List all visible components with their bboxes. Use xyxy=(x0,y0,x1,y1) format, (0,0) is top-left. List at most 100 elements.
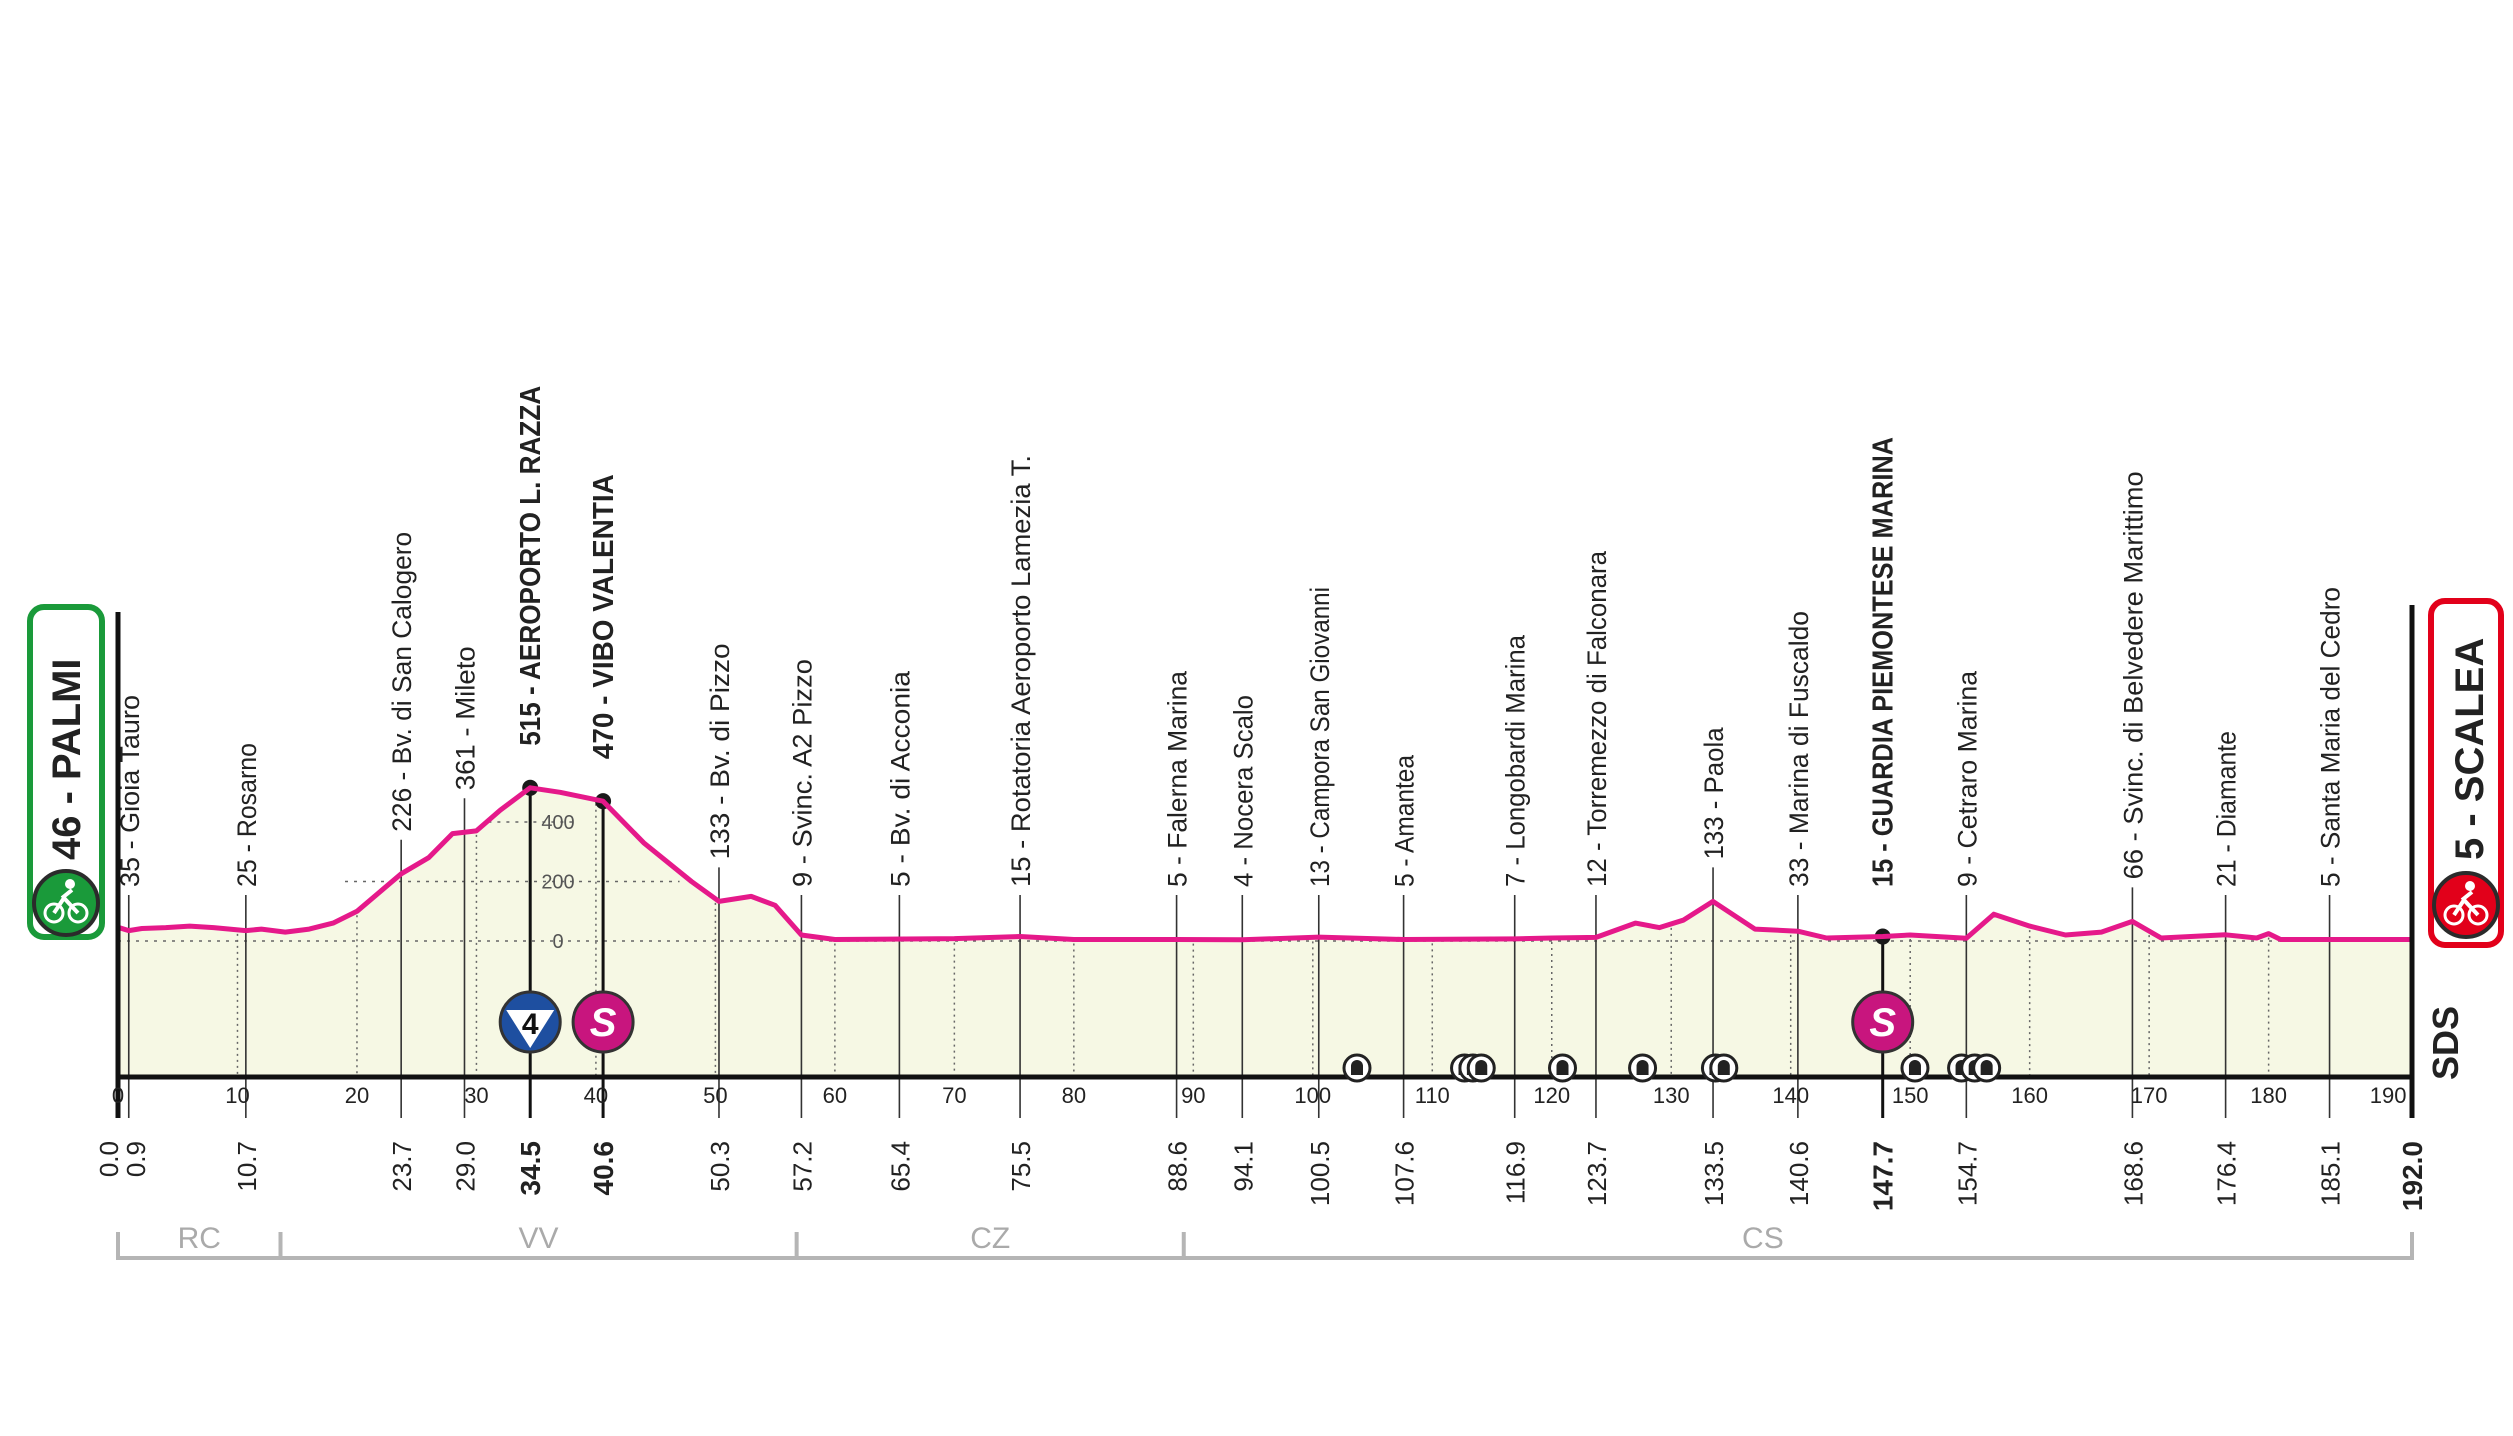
place-label: 33 - Marina di Fuscaldo xyxy=(1784,611,1814,887)
x-tick-label: 80 xyxy=(1062,1083,1086,1108)
place-label: 5 - Santa Maria del Cedro xyxy=(2316,587,2346,887)
elevation-tick-label: 400 xyxy=(541,812,574,834)
sprint-icon-label: S xyxy=(590,1001,617,1045)
x-tick-label: 30 xyxy=(464,1083,488,1108)
place-label: 15 - Rotatoria Aeroporto Lamezia T. xyxy=(1006,455,1036,887)
place-label: 4 - Nocera Scalo xyxy=(1228,695,1258,887)
climb-triangle-icon xyxy=(506,1010,555,1048)
tunnel-icon xyxy=(1628,1053,1658,1083)
place-label: 66 - Svinc. di Belvedere Marittimo xyxy=(2118,471,2148,879)
place-label: 25 - Rosarno xyxy=(232,743,262,887)
km-label: 123.7 xyxy=(1582,1141,1612,1206)
km-label: 100.5 xyxy=(1305,1141,1335,1206)
place-label: 5 - Falerna Marina xyxy=(1163,670,1193,887)
x-tick-label: 110 xyxy=(1415,1083,1450,1108)
place-label: 12 - Torremezzo di Falconara xyxy=(1582,550,1612,887)
province-label: RC xyxy=(178,1222,221,1255)
sprint-icon xyxy=(571,990,635,1054)
x-tick-label: 120 xyxy=(1533,1083,1570,1108)
start-label: 46 - PALMI xyxy=(45,658,89,860)
x-tick-label: 150 xyxy=(1892,1083,1929,1108)
km-label: 0.9 xyxy=(121,1141,151,1177)
x-tick-label: 60 xyxy=(823,1083,847,1108)
x-tick-label: 40 xyxy=(584,1083,608,1108)
km-label: 94.1 xyxy=(1228,1141,1258,1192)
km-label: 34.5 xyxy=(515,1141,546,1196)
place-label: 226 - Bv. di San Calogero xyxy=(387,532,417,832)
km-label: 29.0 xyxy=(450,1141,480,1192)
tunnel-icon-arch xyxy=(1475,1060,1488,1075)
place-label: 5 - Bv. di Acconia xyxy=(885,670,915,887)
place-label: 9 - Cetraro Marina xyxy=(1952,670,1982,887)
climb-category-label: 4 xyxy=(522,1008,539,1041)
start-cyclist-icon xyxy=(32,869,100,937)
km-label: 133.5 xyxy=(1699,1141,1729,1206)
profile-line xyxy=(117,785,2412,943)
km-label: 23.7 xyxy=(387,1141,417,1192)
km-label: 192.0 xyxy=(2397,1141,2428,1211)
km-label: 140.6 xyxy=(1784,1141,1814,1206)
km-label: 147.7 xyxy=(1868,1141,1899,1211)
place-label: 133 - Bv. di Pizzo xyxy=(705,643,735,859)
province-label: CS xyxy=(1742,1222,1784,1255)
tunnel-icon-arch xyxy=(1636,1060,1649,1075)
place-label: 515 - AEROPORTO L. RAZZA xyxy=(515,386,547,746)
km-label: 154.7 xyxy=(1952,1141,1982,1206)
sprint-icon xyxy=(1851,990,1915,1054)
tunnel-icon-arch xyxy=(1556,1060,1569,1075)
tunnel-icon xyxy=(1548,1053,1578,1083)
km-label: 75.5 xyxy=(1006,1141,1036,1192)
km-label: 176.4 xyxy=(2212,1141,2242,1206)
x-tick-label: 100 xyxy=(1294,1083,1331,1108)
km-label: 57.2 xyxy=(787,1141,817,1192)
tunnel-icon xyxy=(1709,1053,1739,1083)
profile-area xyxy=(118,787,2412,1077)
km-label: 185.1 xyxy=(2316,1141,2346,1206)
x-tick-label: 190 xyxy=(2370,1083,2407,1108)
sds-logo: SDS xyxy=(2425,1006,2466,1080)
x-tick-label: 160 xyxy=(2011,1083,2048,1108)
km-label: 168.6 xyxy=(2118,1141,2148,1206)
tunnel-icon xyxy=(1900,1053,1930,1083)
place-label: 21 - Diamante xyxy=(2212,731,2242,887)
x-tick-label: 70 xyxy=(942,1083,966,1108)
km-label: 88.6 xyxy=(1163,1141,1193,1192)
elevation-tick-label: 200 xyxy=(541,872,574,894)
place-label: 133 - Paola xyxy=(1699,727,1729,860)
tunnel-icon-arch xyxy=(1908,1060,1921,1075)
place-label: 5 - Amantea xyxy=(1390,754,1420,887)
place-label: 7 - Longobardi Marina xyxy=(1501,634,1531,887)
x-tick-label: 20 xyxy=(345,1083,369,1108)
tunnel-icon xyxy=(1972,1053,2002,1083)
km-label: 0.0 xyxy=(94,1141,124,1177)
place-label: 470 - VIBO VALENTIA xyxy=(588,474,620,759)
x-tick-label: 170 xyxy=(2131,1083,2168,1108)
finish-cyclist-icon xyxy=(2432,871,2500,939)
place-label: 361 - Mileto xyxy=(450,646,480,790)
x-tick-label: 10 xyxy=(225,1083,249,1108)
elevation-tick-label: 0 xyxy=(552,931,563,953)
tunnel-icon-arch xyxy=(1980,1060,1993,1075)
tunnel-icon-arch xyxy=(1717,1060,1730,1075)
start-badge: 46 - PALMI xyxy=(27,604,105,940)
km-label: 116.9 xyxy=(1501,1141,1531,1204)
km-label: 65.4 xyxy=(885,1141,915,1192)
km-label: 40.6 xyxy=(588,1141,619,1196)
x-tick-label: 140 xyxy=(1772,1083,1809,1108)
province-label: CZ xyxy=(970,1222,1010,1255)
province-label: VV xyxy=(519,1222,559,1255)
x-tick-label: 0 xyxy=(112,1083,124,1108)
km-label: 10.7 xyxy=(232,1141,262,1192)
tunnel-icon xyxy=(1342,1053,1372,1083)
finish-badge: 5 - SCALEA xyxy=(2428,598,2504,948)
sprint-icon-label: S xyxy=(1869,1001,1896,1045)
x-tick-label: 130 xyxy=(1653,1083,1690,1108)
km-label: 107.6 xyxy=(1390,1141,1420,1206)
x-tick-label: 180 xyxy=(2250,1083,2287,1108)
place-label: 13 - Campora San Giovanni xyxy=(1305,587,1335,887)
km-label: 50.3 xyxy=(705,1141,735,1192)
tunnel-icon xyxy=(1466,1053,1496,1083)
tunnel-icon-arch xyxy=(1350,1060,1363,1075)
place-label: 9 - Svinc. A2 Pizzo xyxy=(787,659,817,887)
